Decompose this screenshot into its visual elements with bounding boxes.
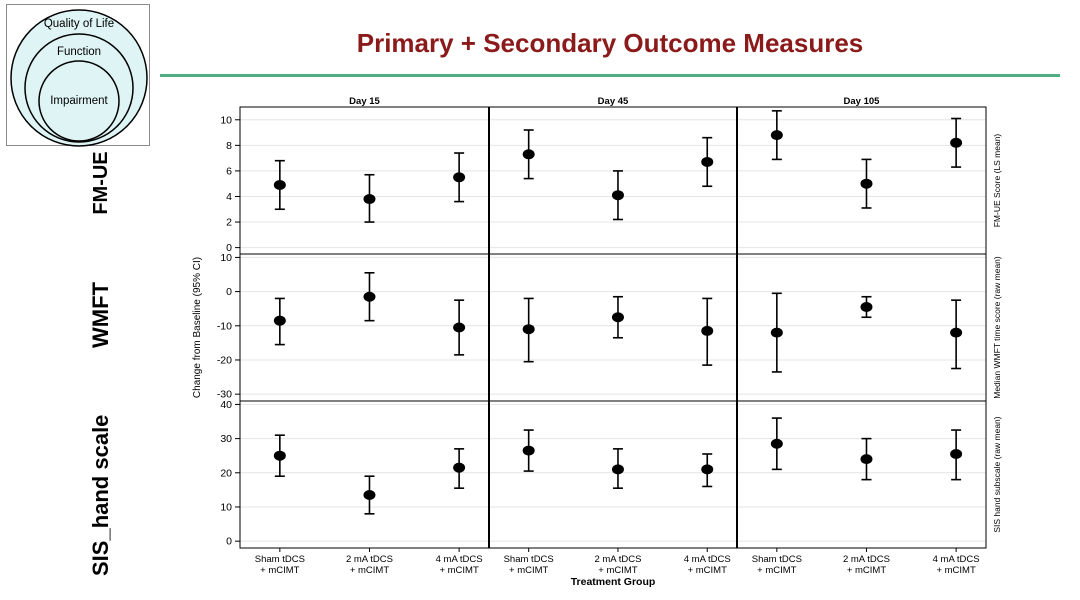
data-point-WMFT-0-1: [363, 291, 376, 302]
concentric-circles-icon: Quality of Life Function Impairment: [10, 9, 148, 147]
data-point-SIS_hand-2-2: [950, 448, 963, 459]
logo-concentric-diagram: Quality of Life Function Impairment: [6, 4, 150, 147]
data-point-WMFT-0-2: [453, 322, 466, 333]
data-point-FM-UE-0-2: [453, 172, 466, 183]
data-point-SIS_hand-0-1: [363, 490, 376, 501]
y-tick-label-FM-UE: 6: [226, 165, 232, 177]
y-tick-label-FM-UE: 4: [226, 191, 232, 203]
data-point-FM-UE-1-1: [611, 190, 624, 201]
y-tick-label-WMFT: 0: [226, 286, 232, 298]
data-point-FM-UE-2-0: [770, 130, 783, 141]
y-tick-label-SIS_hand: 40: [220, 399, 232, 411]
x-tick-label-2-1: + mCIMT: [847, 565, 887, 576]
right-axis-label-WMFT: Median WMFT time score (raw mean): [992, 256, 1002, 399]
y-tick-label-WMFT: 10: [220, 252, 232, 264]
data-point-SIS_hand-0-2: [453, 462, 466, 473]
right-axis-label-FM-UE: FM-UE Score (LS mean): [992, 134, 1002, 228]
data-point-FM-UE-1-2: [701, 156, 714, 167]
y-tick-label-SIS_hand: 0: [226, 536, 232, 548]
x-tick-label-2-2: 4 mA tDCS: [933, 554, 980, 565]
y-tick-label-FM-UE: 2: [226, 217, 232, 229]
y-tick-label-FM-UE: 0: [226, 242, 232, 254]
column-header-0: Day 15: [349, 96, 380, 107]
x-tick-label-0-2: + mCIMT: [439, 565, 479, 576]
x-tick-label-2-2: + mCIMT: [936, 565, 976, 576]
data-point-WMFT-2-1: [860, 301, 873, 312]
y-tick-label-SIS_hand: 30: [220, 433, 232, 445]
x-tick-label-0-1: + mCIMT: [350, 565, 390, 576]
data-point-WMFT-1-2: [701, 325, 714, 336]
x-tick-label-0-2: 4 mA tDCS: [436, 554, 483, 565]
y-tick-label-WMFT: -30: [217, 389, 232, 401]
y-tick-label-FM-UE: 8: [226, 140, 232, 152]
title-divider: [160, 74, 1060, 77]
data-point-SIS_hand-1-0: [522, 445, 535, 456]
y-tick-label-FM-UE: 10: [220, 114, 232, 126]
x-tick-label-0-1: 2 mA tDCS: [346, 554, 393, 565]
data-point-FM-UE-1-0: [522, 149, 535, 160]
data-point-WMFT-1-1: [611, 312, 624, 323]
data-point-FM-UE-2-1: [860, 178, 873, 189]
x-tick-label-1-2: + mCIMT: [688, 565, 728, 576]
plot-frame: [239, 106, 987, 549]
y-tick-label-SIS_hand: 10: [220, 501, 232, 513]
data-point-FM-UE-0-1: [363, 194, 376, 205]
data-point-WMFT-1-0: [522, 324, 535, 335]
inner-circle: [38, 60, 120, 142]
x-tick-label-2-0: Sham tDCS: [752, 554, 802, 565]
x-tick-label-2-0: + mCIMT: [757, 565, 797, 576]
x-tick-label-1-0: + mCIMT: [509, 565, 549, 576]
x-tick-label-1-2: 4 mA tDCS: [684, 554, 731, 565]
data-point-WMFT-2-0: [770, 327, 783, 338]
column-header-1: Day 45: [598, 96, 629, 107]
data-point-WMFT-2-2: [950, 327, 963, 338]
x-axis-title: Treatment Group: [571, 576, 656, 588]
data-point-SIS_hand-2-0: [770, 438, 783, 449]
y-tick-label-WMFT: -20: [217, 354, 232, 366]
data-point-FM-UE-2-2: [950, 137, 963, 148]
slide-title: Primary + Secondary Outcome Measures: [356, 28, 864, 58]
logo-middle-label: Function: [57, 46, 101, 58]
column-header-2: Day 105: [844, 96, 881, 107]
data-point-SIS_hand-2-1: [860, 454, 873, 465]
data-point-FM-UE-0-0: [273, 179, 286, 190]
x-tick-label-1-0: Sham tDCS: [504, 554, 554, 565]
data-point-SIS_hand-1-1: [611, 464, 624, 475]
logo-inner-label: Impairment: [50, 95, 108, 107]
y-tick-label-SIS_hand: 20: [220, 467, 232, 479]
data-point-WMFT-0-0: [273, 315, 286, 326]
logo-outer-label: Quality of Life: [44, 18, 114, 30]
left-axis-title: Change from Baseline (95% CI): [192, 257, 203, 398]
x-tick-label-2-1: 2 mA tDCS: [843, 554, 890, 565]
right-axis-label-SIS_hand: SIS hand subscale (raw mean): [992, 416, 1002, 532]
x-tick-label-1-1: + mCIMT: [598, 565, 638, 576]
x-tick-label-1-1: 2 mA tDCS: [594, 554, 641, 565]
x-tick-label-0-0: + mCIMT: [260, 565, 300, 576]
data-point-SIS_hand-0-0: [273, 450, 286, 461]
y-tick-label-WMFT: -10: [217, 320, 232, 332]
data-point-SIS_hand-1-2: [701, 464, 714, 475]
x-tick-label-0-0: Sham tDCS: [255, 554, 305, 565]
